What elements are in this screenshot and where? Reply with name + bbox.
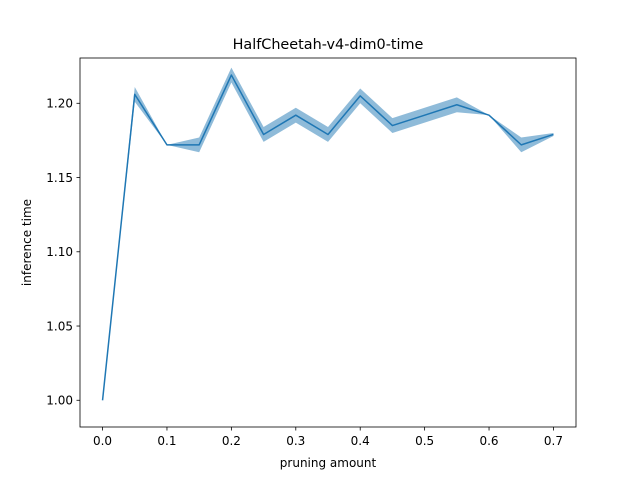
data-point [424, 114, 426, 116]
x-tick-label: 0.0 [93, 434, 112, 448]
series-line [101, 74, 554, 401]
data-point [391, 125, 393, 127]
y-axis-ticks: 1.00 1.05 1.10 1.15 1.20 [46, 97, 80, 408]
x-tick-label: 0.6 [479, 434, 498, 448]
data-point [520, 144, 522, 146]
data-point [198, 144, 200, 146]
y-tick-label: 1.00 [46, 394, 73, 408]
y-tick-label: 1.15 [46, 171, 73, 185]
y-tick-label: 1.05 [46, 319, 73, 333]
data-point [456, 104, 458, 106]
y-tick-label: 1.20 [46, 97, 73, 111]
x-axis-label: pruning amount [280, 456, 377, 470]
data-point [359, 95, 361, 97]
x-tick-label: 0.2 [222, 434, 241, 448]
chart-title: HalfCheetah-v4-dim0-time [233, 37, 424, 53]
data-point [166, 144, 168, 146]
x-axis-ticks: 0.0 0.1 0.2 0.3 0.4 0.5 0.6 0.7 [93, 427, 563, 448]
y-tick-label: 1.10 [46, 245, 73, 259]
data-point [263, 133, 265, 135]
x-tick-label: 0.5 [415, 434, 434, 448]
plot-area [101, 67, 554, 401]
data-point [295, 114, 297, 116]
x-tick-label: 0.3 [286, 434, 305, 448]
data-point [552, 133, 554, 135]
data-point [327, 133, 329, 135]
data-point [102, 399, 104, 401]
x-tick-label: 0.4 [351, 434, 370, 448]
data-point [230, 74, 232, 76]
data-point [488, 114, 490, 116]
x-tick-label: 0.1 [157, 434, 176, 448]
y-axis-label: inference time [20, 199, 34, 286]
axes-frame [79, 57, 577, 428]
x-tick-label: 0.7 [544, 434, 563, 448]
data-point [134, 93, 136, 95]
